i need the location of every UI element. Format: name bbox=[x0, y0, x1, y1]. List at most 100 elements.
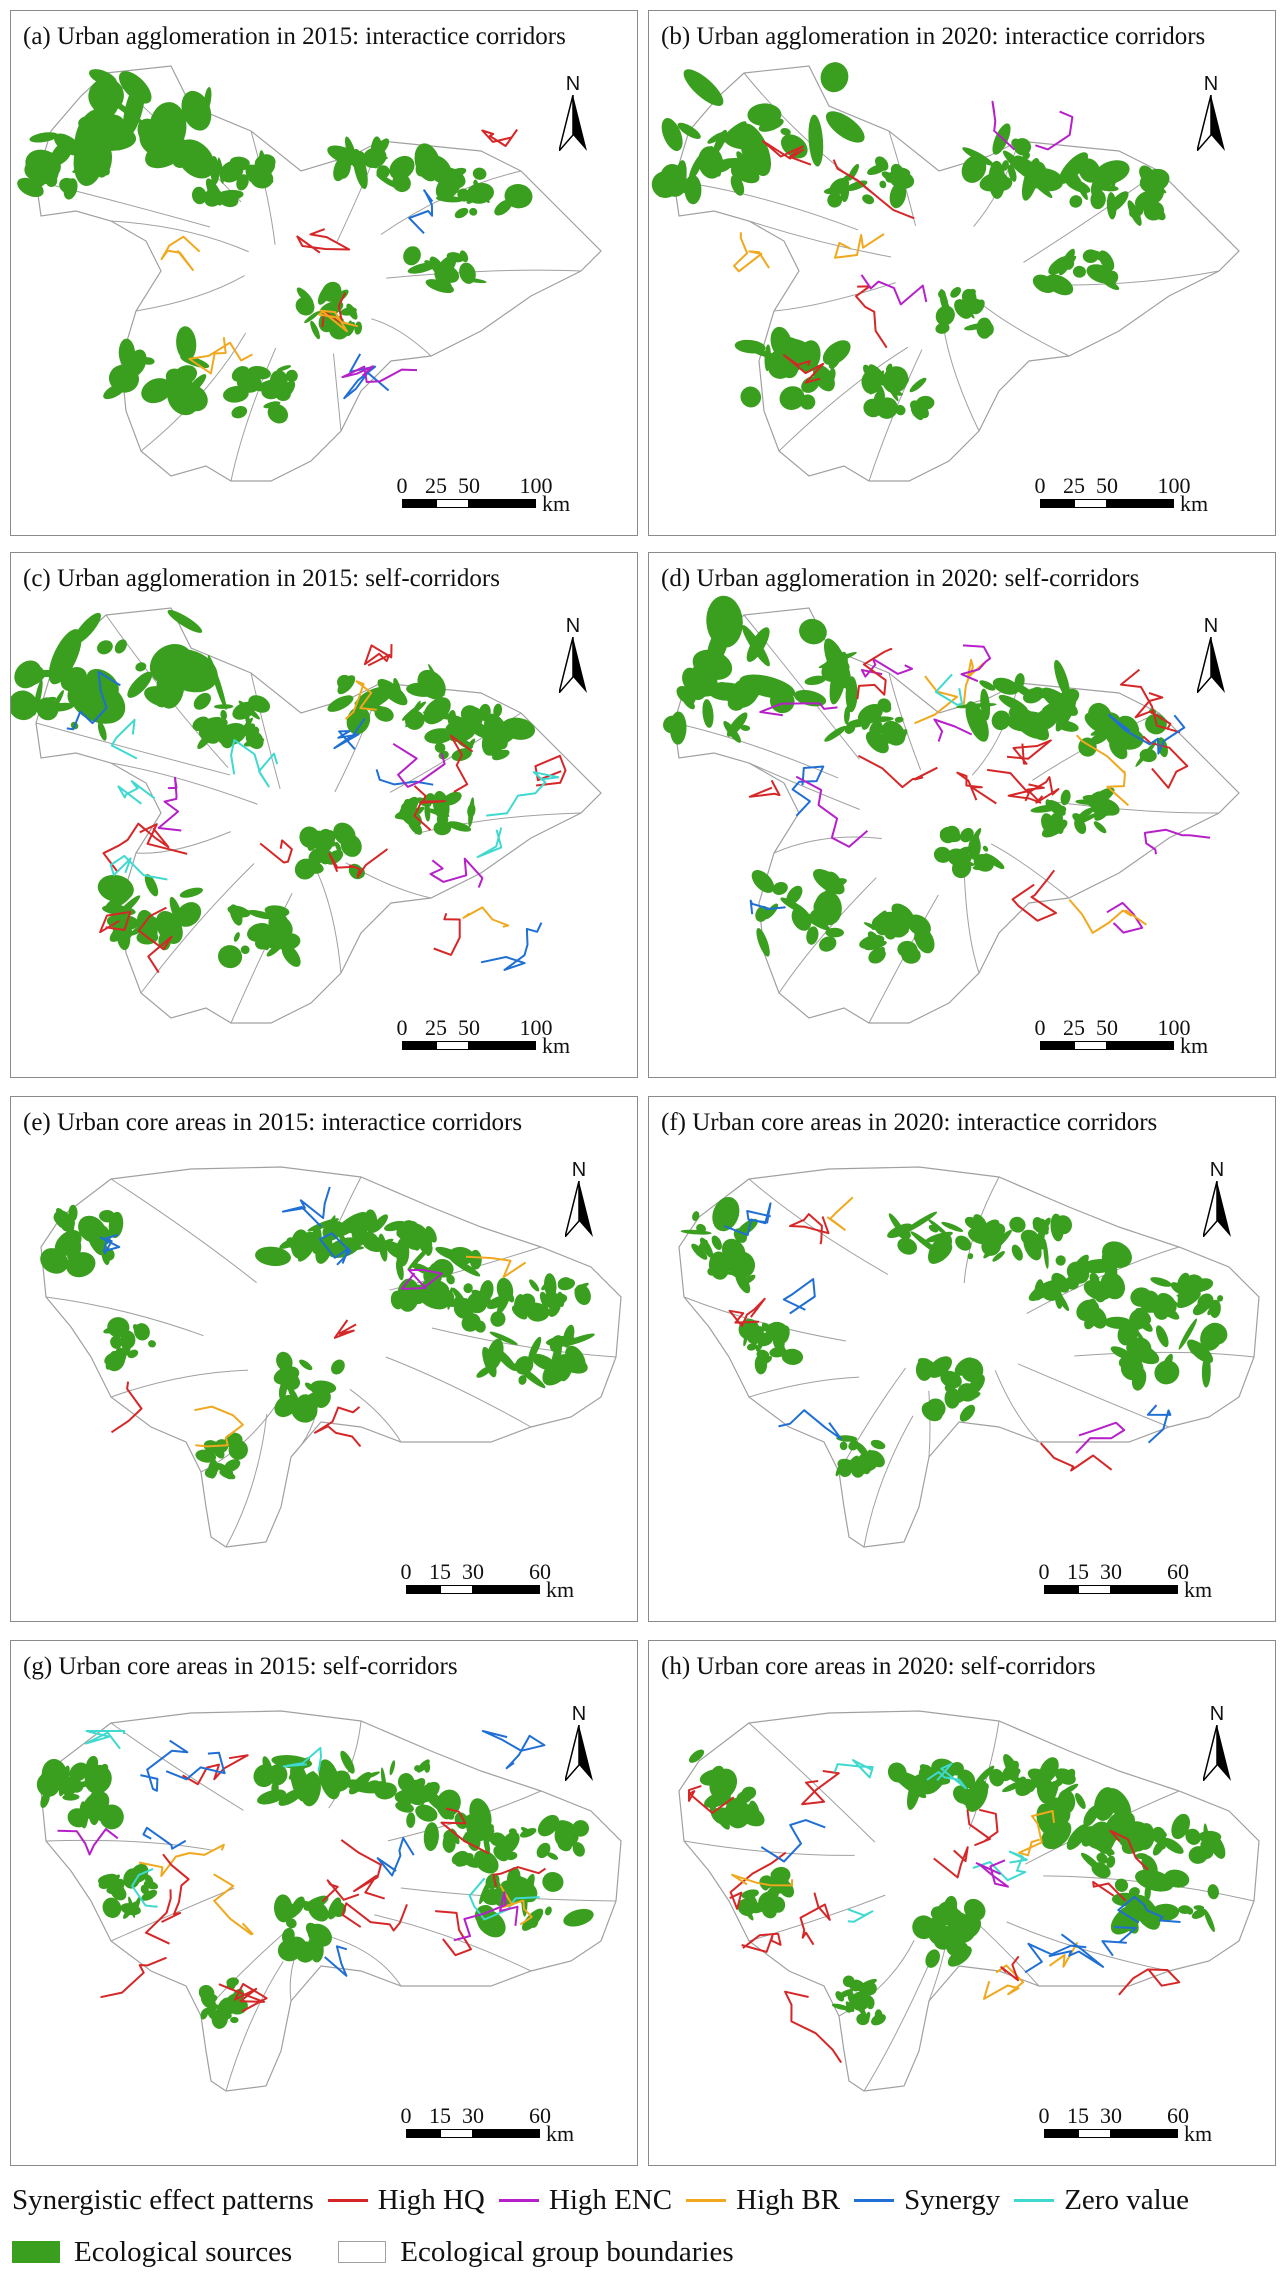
ecological-source-patch bbox=[704, 1791, 731, 1808]
corridor-line bbox=[282, 1746, 322, 1772]
group-boundary bbox=[386, 269, 582, 279]
corridor-line bbox=[975, 1859, 1009, 1888]
ecological-source-patch bbox=[442, 1834, 456, 1853]
ecological-source-patch bbox=[569, 1829, 577, 1839]
ecological-source-patch bbox=[1171, 1824, 1187, 1835]
ecological-source-patch bbox=[476, 1365, 493, 1378]
group-boundary bbox=[371, 318, 432, 357]
ecological-source-patch bbox=[772, 881, 788, 895]
scale-tick: 50 bbox=[458, 1015, 480, 1040]
ecological-source-patch bbox=[406, 682, 438, 697]
ecological-source-patch bbox=[469, 207, 478, 216]
ecological-source-patch bbox=[1086, 1298, 1097, 1313]
ecological-source-patch bbox=[959, 1404, 976, 1422]
corridor-line bbox=[110, 1381, 143, 1434]
ecological-source-patch bbox=[220, 709, 227, 720]
ecological-source-patch bbox=[449, 1257, 481, 1277]
ecological-source-patch bbox=[861, 1981, 877, 1996]
legend-patterns: Synergistic effect patterns High HQ High… bbox=[12, 2178, 1189, 2222]
map-panel-b: (b) Urban agglomeration in 2020: interac… bbox=[648, 10, 1276, 536]
ecological-source-patch bbox=[423, 697, 451, 725]
ecological-source-patch bbox=[335, 841, 342, 853]
ecological-source-patch bbox=[435, 1246, 468, 1263]
ecological-source-patch bbox=[825, 111, 865, 143]
corridor-line bbox=[723, 1202, 772, 1237]
ecological-source-patch bbox=[207, 654, 227, 710]
ecological-source-patch bbox=[951, 857, 972, 879]
ecological-source-patch bbox=[419, 1240, 432, 1253]
ecological-source-patch bbox=[992, 1251, 1005, 1262]
corridor-line bbox=[194, 1405, 244, 1448]
ecological-source-patch bbox=[836, 1435, 858, 1442]
ecological-source-patch bbox=[875, 397, 898, 419]
group-boundary bbox=[110, 1178, 257, 1284]
ecological-source-patch bbox=[941, 1221, 964, 1232]
corridor-line bbox=[933, 1846, 969, 1879]
ecological-source-patch bbox=[965, 701, 989, 742]
ecological-source-patch bbox=[446, 252, 464, 263]
ecological-source-patch bbox=[235, 164, 258, 170]
ecological-source-patch bbox=[542, 1820, 558, 1831]
corridor-line bbox=[363, 644, 393, 667]
scale-unit: km bbox=[1184, 2121, 1213, 2146]
ecological-source-patch bbox=[514, 1356, 534, 1375]
ecological-source-patch bbox=[82, 1791, 110, 1820]
ecological-source-patch bbox=[780, 1325, 790, 1343]
ecological-source-patch bbox=[1055, 1255, 1066, 1266]
ecological-source-patch bbox=[327, 695, 354, 712]
ecological-source-patch bbox=[106, 1885, 125, 1895]
ecological-source-patch bbox=[214, 704, 234, 709]
scale-unit: km bbox=[546, 1577, 575, 1602]
ecological-source-patch bbox=[404, 710, 425, 730]
ecological-source-patch bbox=[1136, 1330, 1149, 1351]
group-boundary bbox=[673, 722, 839, 779]
ecological-source-patch bbox=[279, 1372, 301, 1391]
ecological-source-patch bbox=[706, 625, 729, 667]
corridor-line bbox=[1068, 898, 1147, 934]
ecological-source-patch bbox=[520, 1826, 533, 1836]
ecological-source-patch bbox=[956, 1917, 967, 1928]
ecological-source-patch bbox=[247, 365, 271, 380]
ecological-source-patch bbox=[574, 1282, 589, 1291]
ecological-source-patch bbox=[982, 845, 989, 852]
ecological-source-patch bbox=[319, 849, 334, 864]
corridor-line bbox=[435, 1910, 472, 1957]
corridor-line bbox=[962, 658, 985, 706]
ecological-source-patch bbox=[747, 1332, 768, 1344]
ecological-source-patch bbox=[824, 725, 847, 742]
corridor-line bbox=[826, 1196, 854, 1231]
corridor-line bbox=[1101, 1926, 1137, 1957]
scale-tick: 50 bbox=[1096, 1015, 1118, 1040]
legend-line-icon bbox=[1014, 2198, 1055, 2202]
corridor-line bbox=[433, 912, 461, 956]
map-area bbox=[663, 595, 1240, 1024]
ecological-source-patch bbox=[950, 287, 962, 298]
group-boundary bbox=[1074, 1351, 1255, 1358]
north-arrow-icon: N bbox=[1191, 615, 1231, 695]
ecological-source-patch bbox=[889, 170, 915, 189]
ecological-source-patch bbox=[967, 1253, 974, 1260]
ecological-source-patch bbox=[909, 377, 927, 393]
ecological-source-patch bbox=[474, 1850, 499, 1874]
ecological-source-patch bbox=[1185, 1283, 1209, 1294]
group-boundary bbox=[225, 1961, 284, 2092]
ecological-source-patch bbox=[1063, 1768, 1076, 1784]
corridor-line bbox=[429, 857, 484, 888]
ecological-source-patch bbox=[156, 664, 185, 709]
ecological-source-patch bbox=[496, 736, 508, 750]
ecological-source-patch bbox=[126, 349, 147, 378]
ecological-source-patch bbox=[1099, 1289, 1113, 1301]
corridor-line bbox=[481, 128, 519, 147]
ecological-source-patch bbox=[167, 609, 203, 633]
ecological-source-patch bbox=[877, 947, 885, 956]
ecological-source-patch bbox=[1094, 160, 1130, 185]
ecological-source-patch bbox=[1217, 1295, 1224, 1302]
ecological-source-patch bbox=[771, 1896, 786, 1913]
ecological-source-patch bbox=[97, 721, 107, 741]
ecological-source-patch bbox=[496, 1277, 514, 1302]
ecological-source-patch bbox=[1150, 1277, 1172, 1287]
ecological-source-patch bbox=[754, 1326, 766, 1334]
scale-tick: 0 bbox=[1038, 1559, 1050, 1584]
ecological-source-patch bbox=[1072, 1254, 1089, 1273]
scale-tick: 25 bbox=[425, 1015, 447, 1040]
